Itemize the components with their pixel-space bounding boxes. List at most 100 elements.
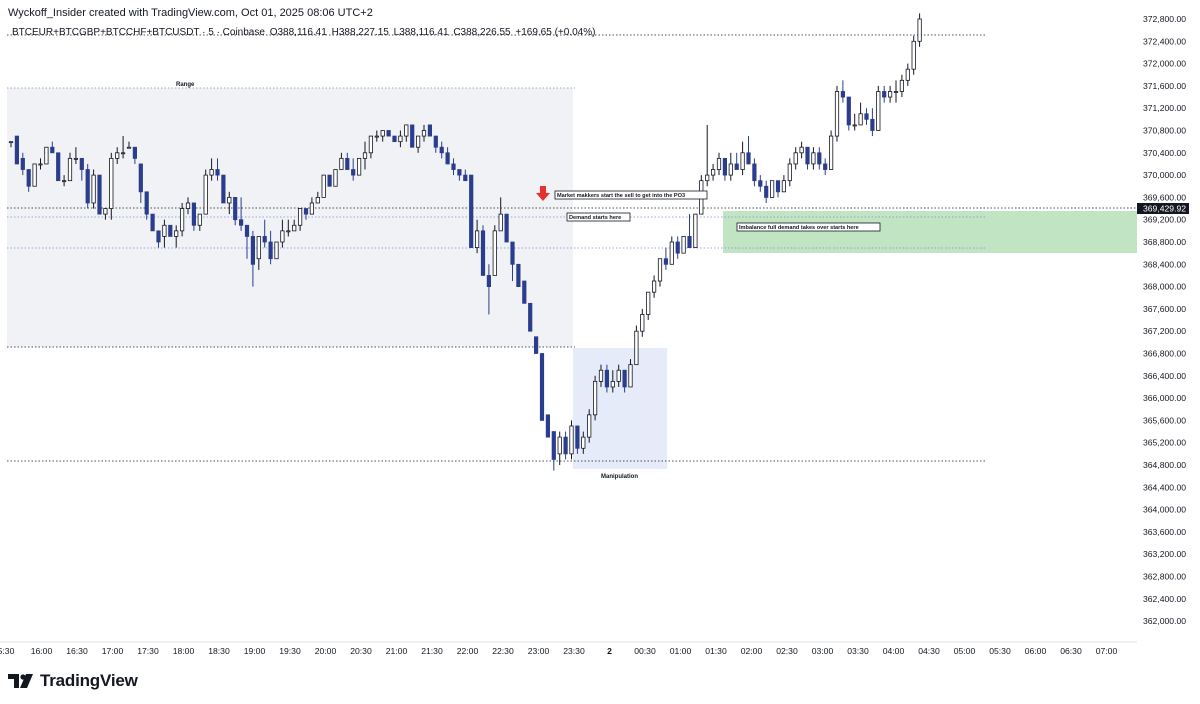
candle-body [209,169,214,176]
candle-body [876,91,881,131]
candle-body [528,302,533,332]
candle-body [398,135,403,143]
candle-body [179,208,185,232]
x-tick-label: 23:00 [528,646,550,656]
candle-body [616,369,621,382]
candle-body [115,152,120,159]
symbol-name[interactable]: BTCEUR+BTCGBP+BTCCHF+BTCUSDT · 5 · Coinb… [12,27,265,38]
candle-body [516,263,521,287]
candle-body [687,236,692,248]
y-tick-label: 366,400.00 [1143,371,1186,381]
candle-body [646,291,651,315]
candle-body [893,91,899,93]
candle-body [362,152,368,159]
symbol-legend: BTCEUR+BTCGBP+BTCCHF+BTCUSDT · 5 · Coinb… [12,27,597,38]
x-tick-label: 21:30 [421,646,443,656]
candle-body [917,18,922,42]
ohlc-change: +169.65 (+0.04%) [515,27,596,38]
candle-body [652,280,657,293]
y-tick-label: 369,600.00 [1143,192,1186,202]
candle-body [221,174,226,204]
x-tick-label: 22:00 [457,646,479,656]
x-tick-label: 07:00 [1096,646,1118,656]
candle-body [734,163,739,170]
candle-body [26,169,31,187]
candle-body [811,152,816,165]
candle-body [268,241,273,260]
candle-body [569,425,574,455]
candle-body [681,236,686,254]
candle-body [805,146,810,165]
candle-body [758,180,763,187]
candle-body [56,152,61,182]
current-price-badge [1137,203,1189,214]
y-tick-label: 371,600.00 [1143,81,1186,91]
ohlc-high: H388,227.15 [331,27,389,38]
candle-body [126,146,132,149]
candle-body [315,196,320,204]
candle-body [823,163,828,170]
candle-body [244,224,250,237]
candle-body [345,157,350,170]
x-tick-label: 16:30 [66,646,88,656]
x-tick-label: 01:00 [670,646,692,656]
demand-zone [723,211,1137,253]
candle-body [522,280,527,304]
candle-body [787,163,792,182]
candle-body [852,124,857,127]
x-tick-label: 19:00 [244,646,266,656]
x-tick-label: 20:00 [315,646,337,656]
candle-body [191,202,196,226]
x-tick-label: 00:30 [634,646,656,656]
candle-body [640,314,645,332]
y-tick-label: 366,000.00 [1143,393,1186,403]
y-tick-label: 363,200.00 [1143,549,1186,559]
manipulation-label: Manipulation [601,474,638,480]
candle-body [297,208,303,226]
candle-body [770,180,775,198]
y-tick-label: 366,800.00 [1143,349,1186,359]
candle-body [598,369,604,382]
candle-body [534,336,539,354]
candle-body [716,157,722,170]
range-label: Range [176,82,195,88]
ohlc-low: L388,116.41 [393,27,449,38]
candle-body [451,163,456,170]
candle-body [557,436,562,455]
candle-body [693,213,698,248]
candle-body [109,157,114,209]
candle-body [162,224,167,237]
candle-body [386,130,391,137]
x-tick-label: 03:30 [847,646,869,656]
tradingview-logo-text: TradingView [40,671,138,690]
range-zone [7,88,573,347]
x-tick-label: 03:00 [812,646,834,656]
candle-body [539,353,545,421]
candle-body [628,364,633,388]
y-tick-label: 365,200.00 [1143,438,1186,448]
candle-body [781,180,787,193]
candle-body [333,169,338,187]
candle-body [563,436,568,455]
ohlc-close: C388,226.55 [453,27,511,38]
candle-body [433,135,438,148]
candle-body [415,135,421,148]
chart-credit: Wyckoff_Insider created with TradingView… [8,7,373,19]
candle-body [593,380,598,416]
y-tick-label: 364,400.00 [1143,482,1186,492]
candle-body [905,68,910,81]
candle-body [256,236,261,260]
x-tick-label: 16:00 [31,646,53,656]
y-tick-label: 364,000.00 [1143,505,1186,515]
candle-body [404,124,409,137]
y-tick-label: 369,200.00 [1143,215,1186,225]
candle-body [85,169,90,204]
candle-body [91,174,96,204]
candle-body [799,146,804,154]
x-tick-label: 05:00 [954,646,976,656]
x-tick-label: 17:30 [137,646,159,656]
candle-body [392,135,397,143]
tradingview-logo[interactable]: TradingView [8,671,138,691]
candle-body [911,40,916,70]
